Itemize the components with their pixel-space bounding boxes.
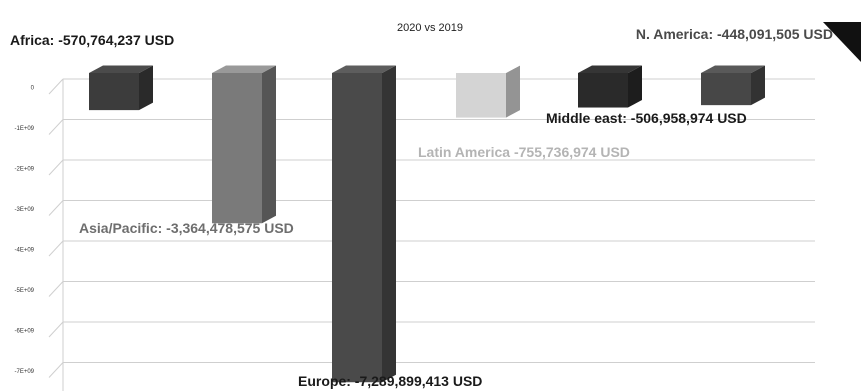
y-tick-label: -2E+09 <box>14 167 34 173</box>
bar-front <box>212 73 262 224</box>
y-tick-label: -3E+09 <box>14 207 34 213</box>
bar-front <box>578 73 628 108</box>
bar-middle-east <box>578 65 642 108</box>
data-label: Middle east: -506,958,974 USD <box>546 110 747 126</box>
data-label: Asia/Pacific: -3,364,478,575 USD <box>79 220 294 236</box>
data-label: N. America: -448,091,505 USD <box>636 26 833 42</box>
bar-side <box>751 65 765 106</box>
bar-top <box>89 65 153 73</box>
gridline-depth <box>48 240 64 257</box>
y-tick-label: -4E+09 <box>14 248 34 254</box>
bar-africa <box>89 65 153 111</box>
gridline-depth <box>48 78 64 95</box>
bar-side <box>628 65 642 108</box>
bar-side <box>139 65 153 111</box>
bar-latin-america <box>456 65 520 118</box>
bar-front <box>456 73 506 118</box>
gridline-depth <box>48 281 64 297</box>
bar-side <box>382 65 396 383</box>
y-tick-label: -6E+09 <box>14 329 34 335</box>
gridline-depth <box>48 362 64 378</box>
bar-side <box>506 65 520 118</box>
data-label: Latin America -755,736,974 USD <box>418 144 630 160</box>
bar-top <box>332 65 396 73</box>
bar-europe <box>332 65 396 383</box>
gridline-depth <box>48 321 64 338</box>
bar-top <box>456 65 520 73</box>
y-tick-label: -1E+09 <box>14 126 34 132</box>
y-tick-label: -5E+09 <box>14 288 34 294</box>
y-tick-label: 0 <box>31 86 35 92</box>
gridline-depth <box>48 159 64 176</box>
chart-title: 2020 vs 2019 <box>397 22 463 34</box>
bar-side <box>262 65 276 224</box>
bar-n-america <box>701 65 765 106</box>
bar-front <box>89 73 139 111</box>
bar-top <box>212 65 276 73</box>
corner-shape <box>823 22 861 62</box>
data-label: Europe: -7,289,899,413 USD <box>298 373 482 389</box>
gridline-depth <box>48 119 64 135</box>
bar-top <box>701 65 765 73</box>
bar-asia-pacific <box>212 65 276 224</box>
bar-front <box>332 73 382 383</box>
bar-front <box>701 73 751 106</box>
data-label: Africa: -570,764,237 USD <box>10 32 174 48</box>
bar-top <box>578 65 642 73</box>
y-tick-label: -7E+09 <box>14 369 34 375</box>
gridline-depth <box>48 200 64 216</box>
